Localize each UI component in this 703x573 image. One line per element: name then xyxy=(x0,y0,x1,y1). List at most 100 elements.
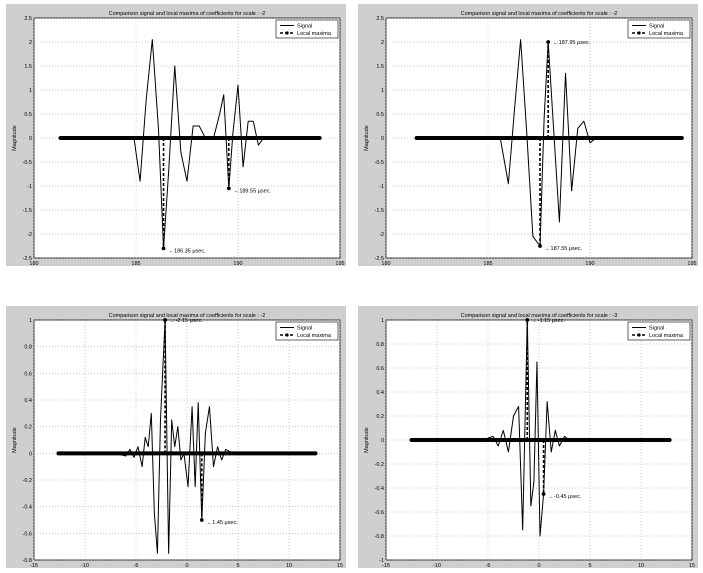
chart-panel-1: 180 185 190 195 -2.5 -2 -1.5 -1 -0.5 0 0.5 1 1.5 2 2.5… xyxy=(6,4,346,274)
chart-svg: 180 185 190 195 -2.5 -2 -1.5 -1 -0.5 0 0.5 1 1.5 2 2.5… xyxy=(6,4,346,274)
y-tick-label: -0.2 xyxy=(23,478,32,484)
legend-entry-local-maxima: Local maxima xyxy=(649,31,684,37)
y-tick-label: 1.5 xyxy=(376,64,384,70)
y-tick-label: 0.8 xyxy=(24,345,32,351)
local-maxima-marker xyxy=(541,492,546,496)
y-tick-label: -1.5 xyxy=(375,208,384,214)
y-axis-label: Magnitude xyxy=(364,427,370,453)
x-tick-label: 190 xyxy=(585,261,594,266)
y-tick-label: 0.2 xyxy=(376,414,384,420)
chart-title: Comparison signal and local maxima of co… xyxy=(109,313,266,319)
x-tick-label: 15 xyxy=(337,563,343,568)
x-tick-label: -10 xyxy=(81,563,89,568)
chart-svg: 180 185 190 195 -2.5 -2 -1.5 -1 -0.5 0 0.5 1 1.5 2 2.5… xyxy=(358,4,698,274)
y-tick-label: 2 xyxy=(381,40,384,46)
x-tick-label: 195 xyxy=(687,261,696,266)
legend-entry-signal: Signal xyxy=(649,24,664,30)
y-tick-label: -0.5 xyxy=(375,160,384,166)
y-tick-label: 0.5 xyxy=(376,112,384,118)
x-tick-label: 0 xyxy=(185,563,188,568)
y-tick-label: -0.6 xyxy=(23,531,32,537)
y-tick-label: 1 xyxy=(29,88,32,94)
legend-entry-local-maxima: Local maxima xyxy=(649,333,684,339)
y-tick-label: 0.2 xyxy=(24,425,32,431)
y-tick-label: -1 xyxy=(27,184,32,190)
y-tick-label: 1 xyxy=(381,88,384,94)
y-tick-label: 0.4 xyxy=(24,398,32,404)
y-tick-label: 0.5 xyxy=(24,112,32,118)
chart-title: Comparison signal and local maxima of co… xyxy=(109,11,266,17)
local-maxima-label: ←-1.15 μsec. xyxy=(532,318,565,324)
legend-entry-signal: Signal xyxy=(297,326,312,332)
y-tick-label: 1 xyxy=(29,318,32,324)
local-maxima-marker xyxy=(546,40,551,44)
local-maxima-label: ←1.45 μsec. xyxy=(207,520,238,526)
local-maxima-label: ←187.55 μsec. xyxy=(545,246,583,252)
local-maxima-marker xyxy=(161,246,166,251)
y-tick-label: 0 xyxy=(381,136,384,142)
x-tick-label: 0 xyxy=(537,563,540,568)
x-tick-label: 15 xyxy=(689,563,695,568)
y-tick-label: -2.5 xyxy=(375,256,384,262)
local-maxima-label: ←187.95 μsec. xyxy=(553,40,591,46)
local-maxima-marker xyxy=(525,318,530,322)
legend-maxima-marker xyxy=(637,333,641,337)
chart-svg: -15 -10 -5 0 5 10 15 -0.8 -0.6 -0.4 -0.2 0 0.2 0.4 0.6… xyxy=(6,306,346,573)
local-maxima-label: ←-2.15 μsec. xyxy=(170,318,203,324)
y-tick-label: -0.8 xyxy=(23,558,32,564)
local-maxima-label: ←-0.45 μsec. xyxy=(549,494,582,500)
y-tick-label: -0.6 xyxy=(375,510,384,516)
legend-maxima-marker xyxy=(637,31,641,35)
y-tick-label: 2.5 xyxy=(24,16,32,22)
chart-title: Comparison signal and local maxima of co… xyxy=(461,11,618,17)
y-axis-label: Magnitude xyxy=(12,427,18,453)
local-maxima-label: ←186.35 μsec. xyxy=(169,248,207,254)
y-tick-label: 0.4 xyxy=(376,390,384,396)
legend-entry-local-maxima: Local maxima xyxy=(297,333,332,339)
y-tick-label: -0.4 xyxy=(375,486,384,492)
x-tick-label: -5 xyxy=(134,563,139,568)
chart-svg: -15 -10 -5 0 5 10 15 -1 -0.8 -0.6 -0.4 -0.2 0 0.2 0.4 0… xyxy=(358,306,698,569)
chart-panel-2: 180 185 190 195 -2.5 -2 -1.5 -1 -0.5 0 0.5 1 1.5 2 2.5… xyxy=(358,4,698,274)
y-tick-label: -0.8 xyxy=(375,534,384,540)
x-tick-label: -15 xyxy=(30,563,38,568)
signal-line xyxy=(133,39,264,249)
x-tick-label: 185 xyxy=(131,261,140,266)
y-tick-label: 1.5 xyxy=(24,64,32,70)
y-tick-label: -0.4 xyxy=(23,505,32,511)
y-tick-label: -2.5 xyxy=(23,256,32,262)
local-maxima-marker xyxy=(538,244,542,248)
x-tick-label: -10 xyxy=(433,563,441,568)
legend-entry-signal: Signal xyxy=(649,326,664,332)
legend-entry-signal: Signal xyxy=(297,24,312,30)
legend-maxima-marker xyxy=(285,31,289,35)
y-tick-label: 0.8 xyxy=(376,342,384,348)
local-maxima-marker xyxy=(226,186,231,191)
chart-panel-3: -15 -10 -5 0 5 10 15 -0.8 -0.6 -0.4 -0.2 0 0.2 0.4 0.6… xyxy=(6,306,346,573)
y-tick-label: 0 xyxy=(29,451,32,457)
y-axis-label: Magnitude xyxy=(364,125,370,151)
chart-panel-4: -15 -10 -5 0 5 10 15 -1 -0.8 -0.6 -0.4 -0.2 0 0.2 0.4 0… xyxy=(358,306,698,573)
y-tick-label: 0.6 xyxy=(24,371,32,377)
signal-line xyxy=(482,319,570,537)
x-tick-label: 10 xyxy=(286,563,292,568)
y-axis-label: Magnitude xyxy=(12,125,18,151)
y-tick-label: -1 xyxy=(379,558,384,564)
x-tick-label: 180 xyxy=(381,261,390,266)
local-maxima-marker xyxy=(163,318,167,322)
y-tick-label: 0 xyxy=(29,136,32,142)
y-tick-label: -0.2 xyxy=(375,462,384,468)
y-tick-label: -1.5 xyxy=(23,208,32,214)
x-tick-label: -5 xyxy=(486,563,491,568)
local-maxima-marker xyxy=(199,518,204,522)
y-tick-label: 2.5 xyxy=(376,16,384,22)
y-tick-label: 0.6 xyxy=(376,366,384,372)
signal-line xyxy=(115,319,234,554)
x-tick-label: 195 xyxy=(335,261,344,266)
legend-maxima-marker xyxy=(285,333,289,337)
y-tick-label: 1 xyxy=(381,318,384,324)
x-tick-label: -15 xyxy=(382,563,390,568)
y-tick-label: -2 xyxy=(379,232,384,238)
